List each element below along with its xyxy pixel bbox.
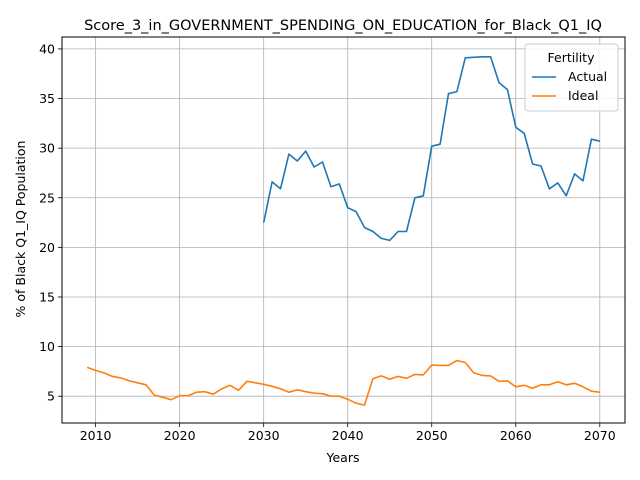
legend-box xyxy=(524,43,619,112)
x-axis-label: Years xyxy=(326,450,360,465)
x-tick-label: 2050 xyxy=(416,428,448,443)
legend-label-ideal: Ideal xyxy=(568,88,598,103)
y-tick-label: 20 xyxy=(39,240,55,255)
y-axis-label: % of Black Q1_IQ Population xyxy=(13,141,28,318)
plot-frame xyxy=(61,36,626,424)
y-tick-label: 35 xyxy=(39,91,55,106)
x-tick-label: 2040 xyxy=(332,428,364,443)
x-tick-label: 2070 xyxy=(584,428,616,443)
legend-label-actual: Actual xyxy=(568,69,607,84)
legend: Fertility Actual Ideal xyxy=(524,43,619,112)
x-tick-label: 2010 xyxy=(80,428,112,443)
legend-title: Fertility xyxy=(548,50,596,65)
y-tick-label: 30 xyxy=(39,141,55,156)
series-line-ideal xyxy=(86,359,600,406)
y-tick-label: 40 xyxy=(39,41,55,56)
series-line-actual xyxy=(262,55,600,242)
ticks: 2010 2020 2030 2040 2050 2060 2070 5 10 15 20 25 30 3… xyxy=(39,41,616,443)
y-tick-label: 15 xyxy=(39,289,55,304)
x-tick-label: 2060 xyxy=(500,428,532,443)
x-tick-label: 2030 xyxy=(248,428,280,443)
y-tick-label: 5 xyxy=(47,389,55,404)
chart-title: Score_3_in_GOVERNMENT_SPENDING_ON_EDUCAT… xyxy=(84,18,602,34)
series-layer xyxy=(86,55,600,406)
x-tick-label: 2020 xyxy=(164,428,196,443)
y-tick-label: 10 xyxy=(39,339,55,354)
y-tick-label: 25 xyxy=(39,190,55,205)
